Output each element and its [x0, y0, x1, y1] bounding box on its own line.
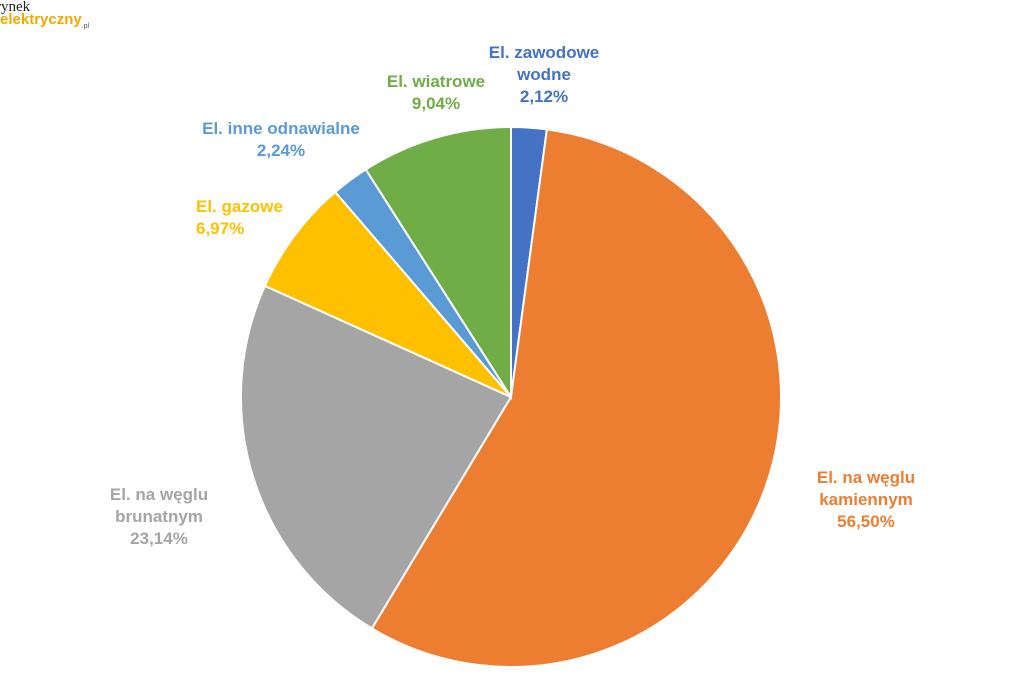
slice-category-label: El. gazowe	[196, 197, 283, 216]
slice-value-label: 9,04%	[412, 94, 460, 113]
slice-label-1: El. na węglu kamiennym 56,50%	[817, 468, 915, 531]
slice-category-label: wodne	[516, 65, 571, 84]
brand-logo: rynek elektryczny.pl	[0, 0, 89, 30]
slice-value-label: 2,12%	[520, 87, 568, 106]
slice-value-label: 23,14%	[130, 529, 188, 548]
slice-category-label: El. wiatrowe	[387, 72, 485, 91]
slice-label-0: El. zawodowe wodne 2,12%	[489, 43, 600, 106]
logo-line2: elektryczny.pl	[0, 12, 89, 30]
slice-label-3: El. gazowe 6,97%	[196, 197, 283, 238]
slice-label-4: El. inne odnawialne 2,24%	[202, 119, 360, 160]
pie-slice-2	[240, 284, 513, 630]
slice-value-label: 56,50%	[837, 512, 895, 531]
slice-label-5: El. wiatrowe 9,04%	[387, 72, 485, 113]
slice-category-label: El. na węglu	[110, 485, 208, 504]
slice-category-label: El. zawodowe	[489, 43, 600, 62]
slice-label-2: El. na węglu brunatnym 23,14%	[110, 485, 208, 548]
slice-category-label: El. inne odnawialne	[202, 119, 360, 138]
logo-suffix: .pl	[81, 23, 90, 30]
slice-category-label: kamiennym	[819, 490, 913, 509]
pie-slice-1	[370, 128, 782, 668]
pie-slice-3	[263, 190, 512, 398]
slice-category-label: El. na węglu	[817, 468, 915, 487]
pie-labels: El. zawodowe wodne 2,12% El. na węglu kamien…	[110, 43, 915, 548]
logo-line1: rynek	[0, 0, 31, 15]
slice-value-label: 6,97%	[196, 219, 244, 238]
slice-category-label: brunatnym	[115, 507, 203, 526]
pie-slice-5	[364, 125, 512, 401]
logo-name: elektryczny	[0, 11, 82, 28]
pie-slices	[240, 125, 782, 668]
slice-value-label: 2,24%	[257, 141, 305, 160]
